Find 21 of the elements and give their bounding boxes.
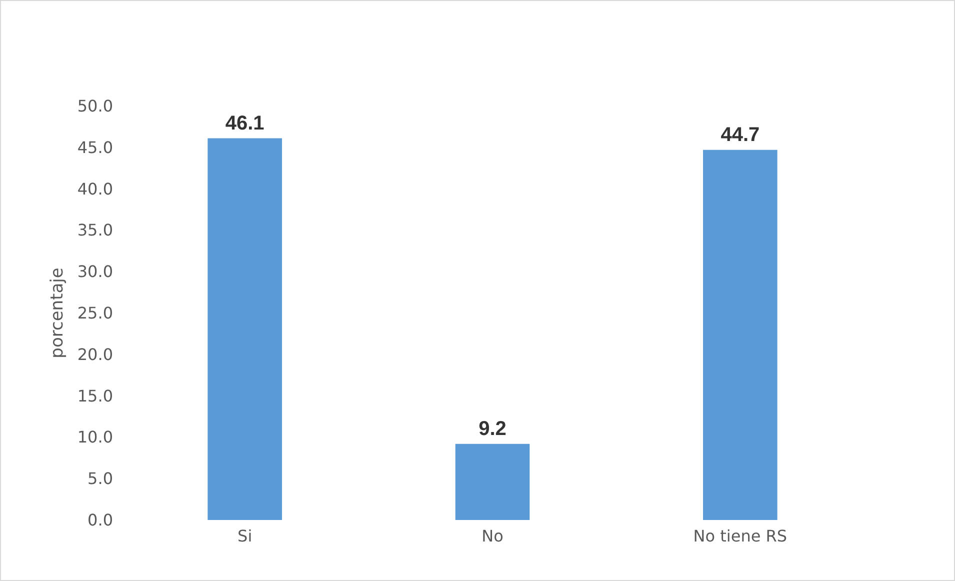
y-tick-label: 40.0 — [77, 179, 113, 198]
y-axis-title: porcentaje — [48, 268, 68, 358]
data-label: 44.7 — [720, 124, 760, 146]
y-tick-label: 15.0 — [77, 386, 113, 406]
data-label: 46.1 — [225, 112, 264, 134]
x-tick-label: Si — [238, 526, 252, 546]
y-tick-label: 30.0 — [77, 262, 113, 282]
x-tick-label: No tiene RS — [693, 526, 788, 546]
y-tick-label: 35.0 — [77, 220, 113, 240]
bar — [208, 138, 282, 520]
y-tick-label: 50.0 — [77, 96, 113, 116]
y-tick-label: 5.0 — [88, 469, 113, 488]
bar — [455, 444, 530, 520]
y-tick-label: 0.0 — [88, 510, 113, 530]
y-tick-label: 25.0 — [77, 304, 113, 322]
x-tick-label: No — [482, 526, 504, 546]
data-label: 9.2 — [478, 418, 506, 440]
y-tick-label: 45.0 — [77, 138, 113, 157]
y-tick-label: 20.0 — [77, 344, 113, 364]
bar — [703, 150, 778, 520]
y-tick-label: 10.0 — [77, 428, 113, 447]
